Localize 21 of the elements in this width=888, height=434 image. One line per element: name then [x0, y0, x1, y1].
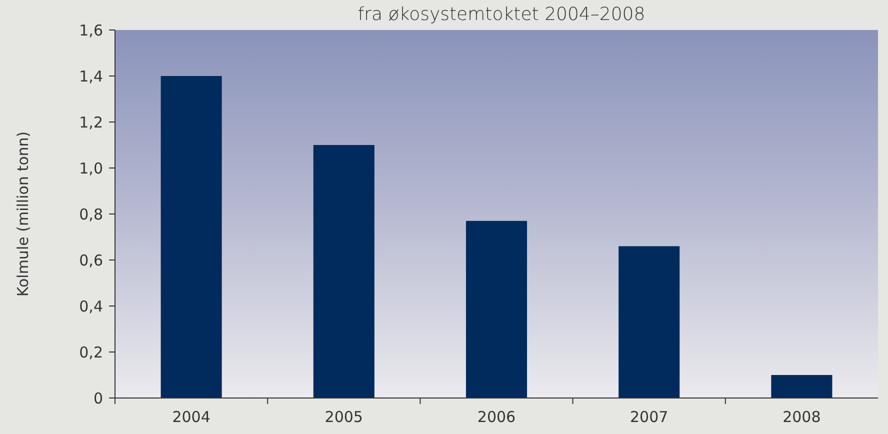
- bar: [160, 76, 222, 398]
- y-tick-label: 0: [93, 389, 103, 408]
- y-axis-title: Kolmule (million tonn): [14, 131, 32, 297]
- y-tick-label: 1,2: [79, 113, 103, 132]
- y-tick-label: 0,8: [79, 205, 103, 224]
- y-tick-label: 0,4: [79, 297, 103, 316]
- y-tick-label: 1,4: [79, 67, 103, 86]
- x-tick-label: 2005: [324, 408, 363, 426]
- y-tick-label: 1,6: [79, 21, 103, 40]
- chart-title: fra økosystemtoktet 2004–2008: [358, 4, 646, 25]
- x-tick-label: 2004: [172, 408, 210, 426]
- bar: [466, 220, 528, 398]
- x-tick-label: 2006: [477, 408, 516, 426]
- y-tick-label: 1,0: [79, 159, 103, 178]
- y-tick-label: 0,6: [79, 251, 103, 270]
- bar: [771, 375, 832, 398]
- y-tick-label: 0,2: [79, 343, 103, 362]
- bar: [618, 246, 680, 398]
- x-tick-label: 2008: [782, 408, 821, 426]
- bar: [313, 145, 374, 398]
- x-tick-label: 2007: [630, 408, 668, 426]
